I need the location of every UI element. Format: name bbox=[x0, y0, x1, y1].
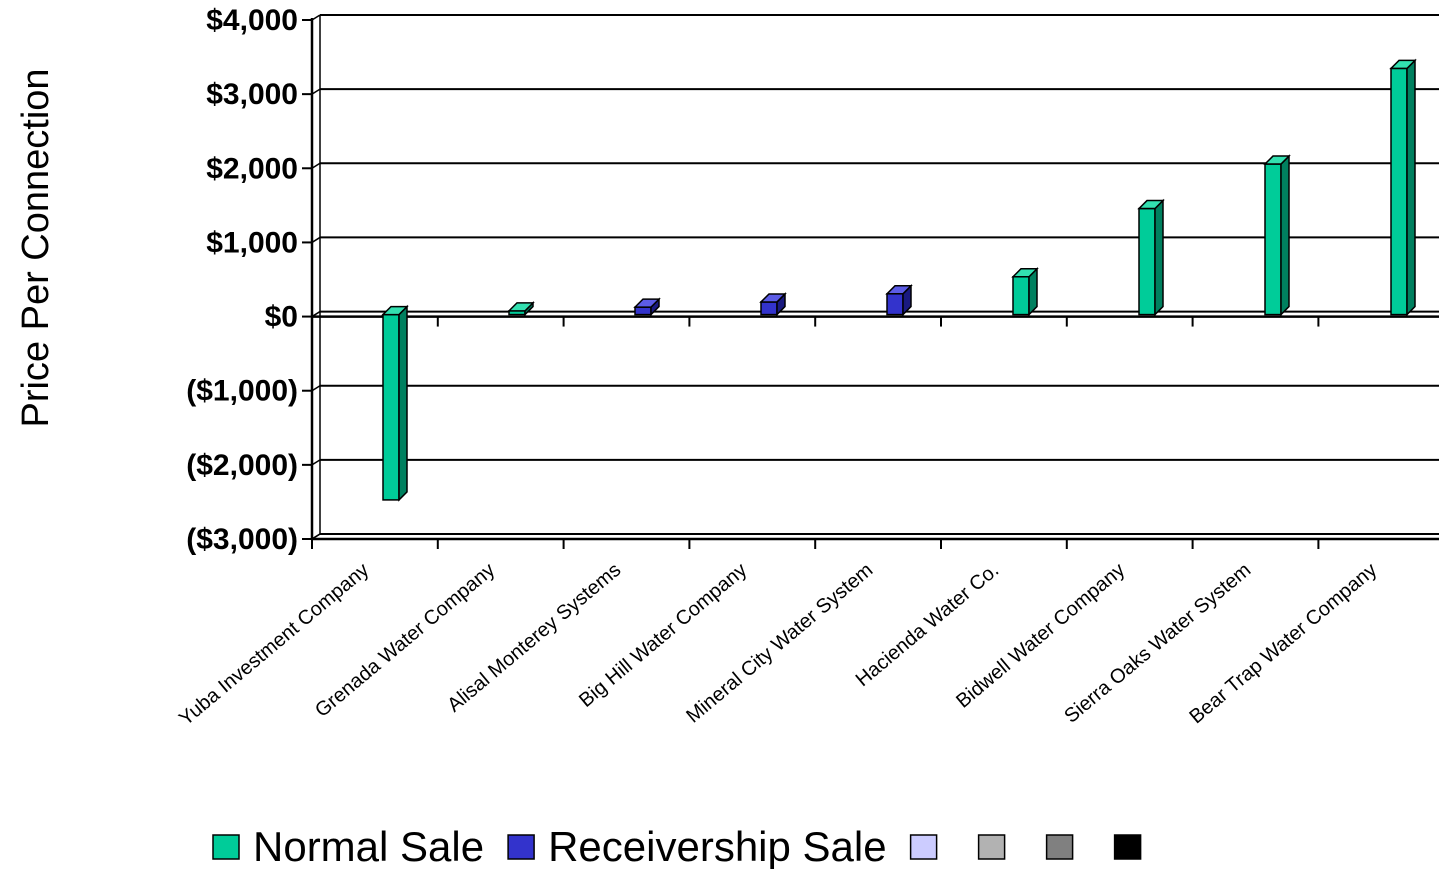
legend-swatch bbox=[507, 834, 535, 860]
y-tick-label: $1,000 bbox=[206, 226, 298, 259]
bar-side bbox=[1280, 154, 1290, 317]
legend-swatch bbox=[977, 834, 1006, 860]
legend-swatch bbox=[212, 834, 240, 860]
bar-front bbox=[382, 313, 400, 501]
bar-top bbox=[381, 305, 409, 316]
y-tick-label: ($2,000) bbox=[186, 449, 298, 482]
bar-top bbox=[1011, 268, 1039, 278]
bar-top bbox=[1263, 155, 1291, 165]
gridline-depth bbox=[311, 459, 321, 466]
bar-front bbox=[634, 306, 652, 316]
bar-top bbox=[507, 302, 535, 312]
bar-side bbox=[1154, 198, 1164, 317]
y-tick-label: $2,000 bbox=[206, 152, 298, 185]
gridline-depth bbox=[311, 88, 321, 95]
y-axis-title: Price Per Connection bbox=[15, 68, 57, 427]
bar bbox=[759, 292, 787, 317]
y-tick-label: $4,000 bbox=[206, 4, 298, 37]
legend-swatch bbox=[909, 834, 938, 860]
bar-front bbox=[1138, 207, 1156, 316]
y-tick-label: ($1,000) bbox=[186, 375, 298, 408]
bar-front bbox=[886, 293, 904, 316]
bar-front bbox=[1390, 67, 1408, 316]
bar-side bbox=[1406, 58, 1416, 317]
bar bbox=[1263, 154, 1291, 317]
y-tick-label: $0 bbox=[265, 301, 298, 334]
y-tick-label: $3,000 bbox=[206, 78, 298, 111]
bar bbox=[885, 284, 913, 317]
bar bbox=[507, 301, 535, 317]
legend-label: Normal Sale bbox=[253, 823, 484, 869]
legend-label: Receivership Sale bbox=[548, 823, 887, 869]
bar-top bbox=[759, 293, 787, 303]
plot-background bbox=[320, 18, 1439, 537]
bar bbox=[381, 304, 409, 502]
gridline-depth bbox=[311, 236, 321, 244]
x-axis-ticks bbox=[311, 316, 1320, 549]
gridline-depth bbox=[311, 162, 321, 169]
legend-swatch bbox=[1045, 834, 1074, 860]
bars bbox=[381, 58, 1417, 502]
bar-top bbox=[633, 298, 661, 308]
bar-front bbox=[1012, 276, 1030, 316]
bar-top bbox=[885, 285, 913, 295]
legend-swatch bbox=[1113, 834, 1142, 860]
legend: Normal Sale Receivership Sale bbox=[212, 823, 1142, 869]
bar-top bbox=[1389, 59, 1417, 70]
floor-edge bbox=[311, 533, 321, 540]
plot-area bbox=[320, 18, 1439, 537]
gridline-depth bbox=[311, 14, 321, 21]
bar-side bbox=[398, 304, 408, 502]
axes bbox=[310, 15, 1439, 541]
bar bbox=[1011, 266, 1039, 317]
gridline-depth bbox=[311, 385, 321, 392]
y-tick-label: ($3,000) bbox=[186, 523, 298, 556]
bar bbox=[1389, 58, 1417, 317]
bar bbox=[1137, 198, 1165, 317]
y-axis-ticks: $4,000 $3,000 $2,000 $1,000 $0 ($1,000) ($2,00… bbox=[186, 4, 312, 556]
bar-front bbox=[1264, 163, 1282, 316]
bar-front bbox=[760, 301, 778, 316]
bar-top bbox=[1137, 199, 1165, 210]
bar bbox=[633, 297, 661, 317]
gridlines bbox=[311, 14, 1439, 540]
